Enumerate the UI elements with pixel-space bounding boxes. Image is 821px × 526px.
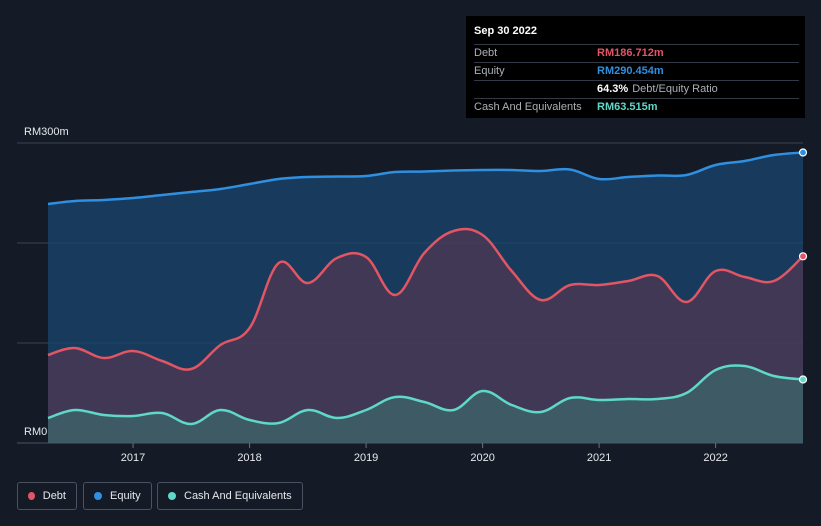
legend-item-cash[interactable]: Cash And Equivalents: [157, 482, 303, 510]
tooltip-ratio-value: 64.3%: [597, 83, 629, 95]
tooltip-debt-label: Debt: [474, 47, 498, 59]
equity-line: [47, 151, 804, 206]
debt-legend-dot-icon: [28, 492, 35, 500]
tooltip-cash-label: Cash And Equivalents: [474, 101, 582, 113]
tooltip-row-debt: Debt RM186.712m: [474, 44, 799, 62]
debt-line: [47, 227, 804, 371]
x-tick-label-2018: 2018: [237, 452, 261, 464]
tooltip-ratio-label: Debt/Equity Ratio: [632, 83, 718, 95]
tooltip-row-ratio: 64.3% Debt/Equity Ratio: [474, 80, 799, 98]
tooltip-row-cash: Cash And Equivalents RM63.515m: [474, 98, 799, 116]
debt-area: [48, 228, 803, 443]
cash-line: [47, 364, 804, 426]
cash-area: [48, 365, 803, 443]
tooltip-cash-value: RM63.515m: [597, 101, 658, 113]
debt-end-point: [798, 252, 808, 261]
tooltip-row-equity: Equity RM290.454m: [474, 62, 799, 80]
tooltip-date: Sep 30 2022: [474, 25, 537, 37]
tooltip: Sep 30 2022 Debt RM186.712m Equity RM290…: [466, 16, 805, 118]
x-tick-label-2020: 2020: [470, 452, 494, 464]
x-tick-label-2017: 2017: [121, 452, 145, 464]
legend-debt-label: Debt: [42, 490, 66, 502]
y-tick-label-bottom: RM0: [24, 426, 47, 438]
tooltip-equity-label: Equity: [474, 65, 505, 77]
cash-legend-dot-icon: [168, 492, 176, 500]
tooltip-debt-value: RM186.712m: [597, 47, 664, 59]
legend-item-debt[interactable]: Debt: [17, 482, 77, 510]
y-tick-label-top: RM300m: [24, 126, 69, 138]
legend-equity-label: Equity: [110, 490, 141, 502]
tooltip-equity-value: RM290.454m: [597, 65, 664, 77]
legend-cash-label: Cash And Equivalents: [184, 490, 292, 502]
equity-legend-dot-icon: [94, 492, 102, 500]
x-tick-label-2019: 2019: [354, 452, 378, 464]
x-tick-label-2022: 2022: [703, 452, 727, 464]
legend-item-equity[interactable]: Equity: [83, 482, 152, 510]
x-tick-label-2021: 2021: [587, 452, 611, 464]
cash-end-point: [798, 375, 808, 384]
equity-end-point: [798, 148, 808, 157]
